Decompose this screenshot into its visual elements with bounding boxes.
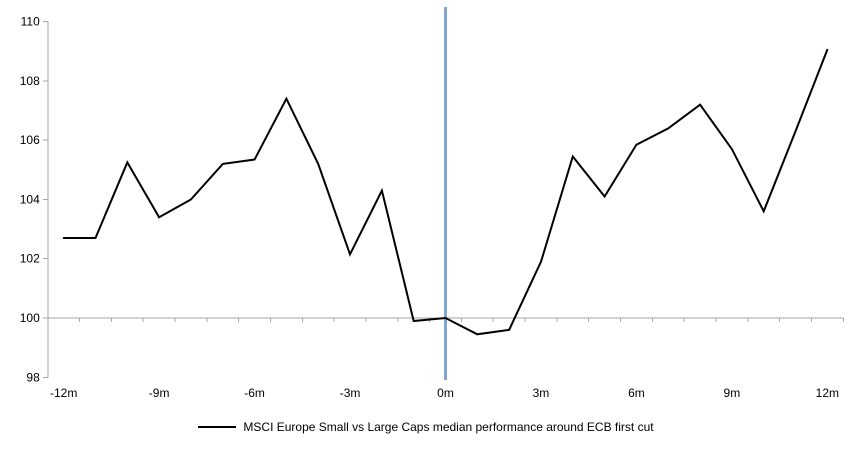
x-axis-label: 12m bbox=[816, 386, 839, 400]
x-axis-label: 3m bbox=[533, 386, 550, 400]
legend-label: MSCI Europe Small vs Large Caps median p… bbox=[243, 420, 654, 434]
x-axis-label: -3m bbox=[340, 386, 361, 400]
x-axis-label: -6m bbox=[244, 386, 265, 400]
y-axis-label: 108 bbox=[20, 74, 40, 88]
legend-line-icon bbox=[198, 426, 237, 428]
x-axis-label: 6m bbox=[628, 386, 645, 400]
x-axis-label: -12m bbox=[50, 386, 77, 400]
y-axis-label: 106 bbox=[20, 133, 40, 147]
x-axis-label: -9m bbox=[149, 386, 170, 400]
y-axis-label: 110 bbox=[21, 15, 40, 29]
y-axis-label: 104 bbox=[20, 192, 40, 206]
legend: MSCI Europe Small vs Large Caps median p… bbox=[0, 419, 852, 435]
series-line bbox=[62, 48, 829, 336]
y-axis-label: 102 bbox=[20, 252, 40, 266]
x-axis-label: 9m bbox=[724, 386, 741, 400]
y-axis-label: 100 bbox=[20, 311, 40, 325]
y-axis-label: 98 bbox=[26, 370, 40, 384]
x-axis-label: 0m bbox=[437, 386, 454, 400]
